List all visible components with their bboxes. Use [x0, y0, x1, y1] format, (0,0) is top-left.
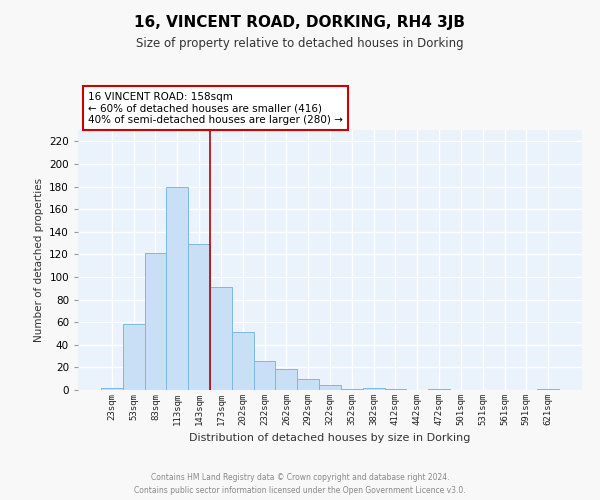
Bar: [275, 368, 297, 390]
Bar: [232, 332, 254, 390]
Bar: [385, 389, 406, 390]
Bar: [145, 253, 166, 390]
X-axis label: Distribution of detached houses by size in Dorking: Distribution of detached houses by size …: [190, 434, 470, 444]
Text: 16, VINCENT ROAD, DORKING, RH4 3JB: 16, VINCENT ROAD, DORKING, RH4 3JB: [134, 15, 466, 30]
Bar: [319, 386, 341, 390]
Bar: [123, 324, 145, 390]
Bar: [341, 389, 363, 390]
Text: Contains HM Land Registry data © Crown copyright and database right 2024.
Contai: Contains HM Land Registry data © Crown c…: [134, 473, 466, 495]
Bar: [101, 388, 123, 390]
Bar: [188, 244, 210, 390]
Bar: [537, 389, 559, 390]
Text: Size of property relative to detached houses in Dorking: Size of property relative to detached ho…: [136, 38, 464, 51]
Y-axis label: Number of detached properties: Number of detached properties: [34, 178, 44, 342]
Text: 16 VINCENT ROAD: 158sqm
← 60% of detached houses are smaller (416)
40% of semi-d: 16 VINCENT ROAD: 158sqm ← 60% of detache…: [88, 92, 343, 125]
Bar: [363, 388, 385, 390]
Bar: [210, 287, 232, 390]
Bar: [297, 378, 319, 390]
Bar: [254, 360, 275, 390]
Bar: [166, 186, 188, 390]
Bar: [428, 389, 450, 390]
